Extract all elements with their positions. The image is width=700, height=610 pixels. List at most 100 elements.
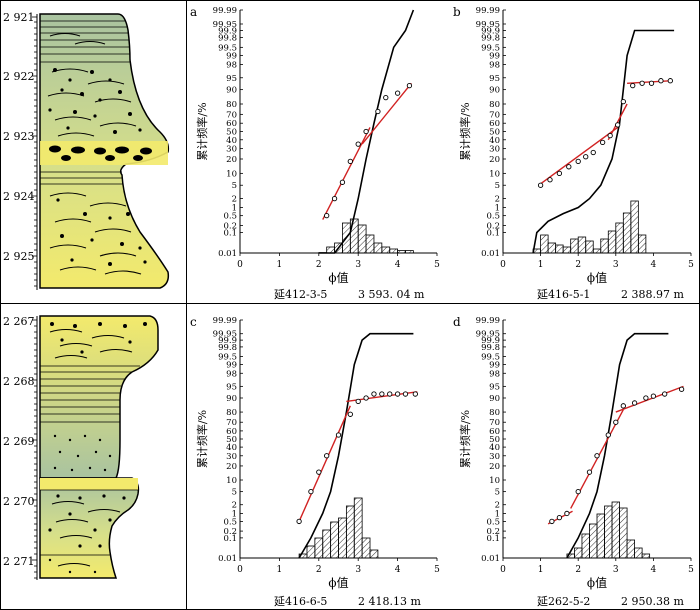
- y-tick-label: 2: [232, 195, 237, 205]
- y-tick-label: 99.95: [476, 330, 500, 340]
- y-tick-label: 99.8: [481, 343, 500, 353]
- histogram-bar: [589, 523, 598, 559]
- y-tick-label: 10: [489, 169, 500, 179]
- y-tick-label: 99.99: [213, 316, 237, 326]
- y-tick-label: 99: [226, 361, 237, 371]
- x-tick-label: 2: [316, 260, 322, 270]
- depth-label: 2 921: [3, 11, 35, 24]
- data-point: [549, 518, 555, 525]
- data-point: [324, 213, 330, 219]
- data-point: [402, 391, 409, 397]
- histogram-bar: [353, 497, 363, 559]
- data-point: [613, 419, 619, 425]
- data-point: [371, 391, 377, 397]
- y-tick-label: 99.9: [481, 336, 500, 346]
- y-tick-label: 99.95: [213, 330, 237, 340]
- histogram-bar: [381, 246, 391, 254]
- y-tick-label: 30: [226, 145, 237, 155]
- data-point: [347, 411, 353, 417]
- x-tick-label: 0: [500, 565, 506, 575]
- data-point: [316, 469, 322, 475]
- histogram-bar: [365, 234, 375, 254]
- pebble-dots: [48, 68, 147, 266]
- sample-id: 延416-6-5: [274, 595, 327, 608]
- x-tick-label: 5: [434, 260, 440, 270]
- y-tick-label: 98: [226, 369, 237, 379]
- y-tick-label: 1: [232, 509, 237, 519]
- data-point: [630, 82, 636, 89]
- histogram-bar: [592, 248, 602, 254]
- histogram-bar: [397, 250, 406, 254]
- y-tick-label: 90: [226, 394, 237, 404]
- histogram-bar: [540, 234, 549, 254]
- lithology-body: [39, 315, 159, 479]
- y-tick-label: 95: [226, 382, 237, 392]
- data-point: [620, 403, 626, 409]
- y-tick-label: 5: [495, 488, 500, 498]
- y-tick-label: 0.01: [481, 249, 500, 259]
- x-tick-label: 3: [613, 260, 619, 270]
- sample-depth: 2 418.13 m: [358, 595, 421, 608]
- y-tick-label: 0.1: [486, 228, 500, 238]
- data-point: [590, 149, 596, 156]
- pebble-dots: [48, 322, 147, 574]
- histogram-bar: [604, 505, 613, 559]
- depth-label: 2 924: [3, 190, 35, 203]
- y-tick-label: 99: [226, 51, 237, 61]
- y-tick-label: 0.2: [486, 527, 500, 537]
- x-tick-label: 4: [395, 260, 401, 270]
- x-tick-label: 3: [613, 565, 619, 575]
- y-tick-label: 50: [489, 128, 500, 138]
- x-tick-label: 4: [651, 565, 657, 575]
- y-axis-title: 累计频率/%: [195, 410, 209, 468]
- panel-letter: c: [190, 315, 197, 329]
- data-point: [387, 391, 393, 397]
- panel-letter: a: [190, 5, 197, 19]
- x-tick-label: 3: [355, 260, 361, 270]
- x-axis-title: ϕ值: [587, 270, 607, 285]
- y-tick-label: 1: [495, 204, 500, 214]
- y-tick-label: 20: [489, 155, 500, 165]
- x-tick-label: 2: [575, 565, 581, 575]
- y-tick-label: 0.01: [218, 249, 237, 259]
- depth-label: 2 270: [3, 495, 35, 508]
- y-tick-label: 80: [226, 408, 237, 418]
- y-tick-label: 99.95: [476, 20, 500, 30]
- histogram-bar: [615, 222, 624, 254]
- histogram-bar: [634, 547, 643, 559]
- y-tick-label: 2: [495, 501, 500, 511]
- x-tick-label: 0: [237, 565, 243, 575]
- histogram-bar: [626, 539, 636, 559]
- data-point: [678, 386, 685, 392]
- y-tick-label: 40: [489, 136, 500, 146]
- depth-label: 2 925: [3, 250, 35, 263]
- y-tick-label: 50: [489, 435, 500, 445]
- y-tick-label: 20: [489, 462, 500, 472]
- y-tick-label: 70: [489, 418, 500, 428]
- bedding-lines: [40, 20, 130, 185]
- data-point: [383, 94, 389, 101]
- y-tick-label: 50: [226, 435, 237, 445]
- data-point: [615, 122, 621, 128]
- data-point: [648, 80, 655, 86]
- data-point: [594, 453, 600, 459]
- depth-label: 2 267: [3, 315, 35, 328]
- data-point: [667, 78, 673, 84]
- histogram-bar: [555, 244, 564, 254]
- histogram-bar: [369, 549, 379, 559]
- probability-plot-a: 0.010.10.20.5125102030405060708090959899…: [190, 5, 440, 301]
- y-tick-label: 99.99: [476, 316, 500, 326]
- cumulative-curve: [298, 332, 414, 559]
- data-point: [583, 154, 589, 160]
- y-tick-label: 99: [489, 51, 500, 61]
- histogram-bar: [607, 230, 617, 254]
- y-tick-label: 70: [226, 418, 237, 428]
- histogram-bar: [622, 212, 632, 254]
- y-tick-label: 0.01: [481, 554, 500, 564]
- x-tick-label: 1: [538, 565, 544, 575]
- x-tick-label: 2: [575, 260, 581, 270]
- y-tick-label: 0.1: [223, 534, 237, 544]
- histogram-bar: [630, 200, 639, 254]
- y-tick-label: 1: [232, 204, 237, 214]
- y-tick-label: 60: [226, 427, 237, 437]
